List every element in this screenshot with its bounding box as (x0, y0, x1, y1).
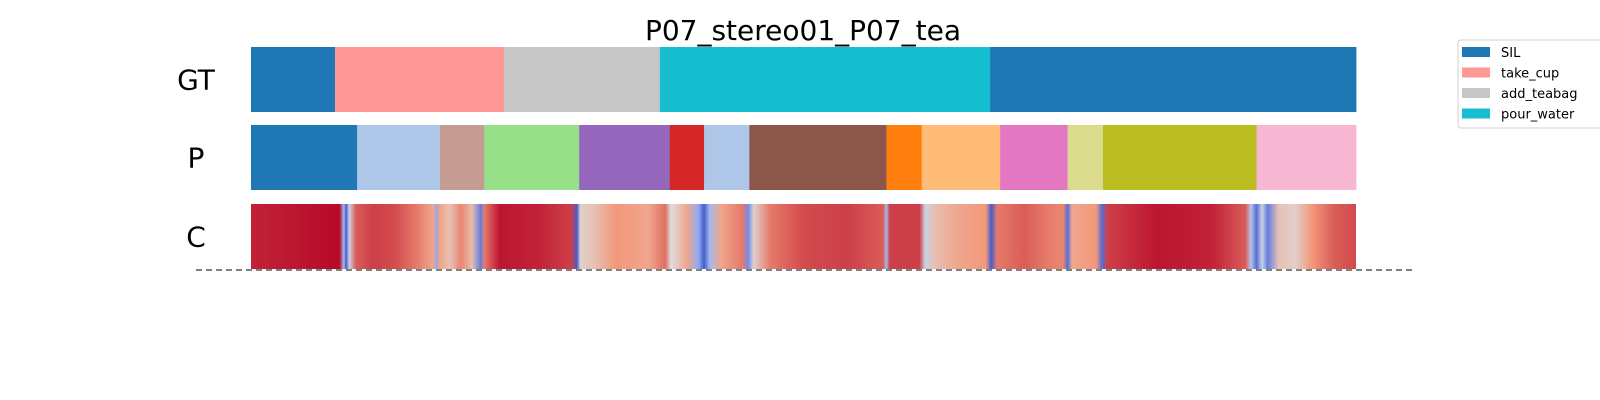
segment-p (749, 125, 887, 190)
row-c: C (186, 204, 1356, 269)
legend-swatch (1462, 67, 1490, 78)
legend-label: take_cup (1501, 67, 1559, 82)
confidence-heatmap (251, 204, 1356, 269)
row-label-gt: GT (177, 64, 216, 97)
segment-p (1067, 125, 1104, 190)
legend-label: SIL (1501, 46, 1521, 61)
segment-p (1000, 125, 1068, 190)
legend-swatch (1462, 47, 1490, 57)
segment-p (921, 125, 1001, 190)
segment-p (1102, 125, 1257, 190)
segment-p (251, 125, 358, 190)
chart-title: P07_stereo01_P07_tea (645, 14, 961, 47)
segment-p (1256, 125, 1357, 190)
row-label-c: C (186, 221, 206, 254)
segment-gt (990, 47, 1357, 112)
segment-gt (504, 47, 661, 112)
legend-swatch (1462, 108, 1490, 119)
segment-p (704, 125, 750, 190)
segment-gt (334, 47, 505, 112)
row-label-p: P (188, 142, 205, 175)
segment-gt (659, 47, 991, 112)
legend-label: pour_water (1501, 108, 1575, 123)
row-p: P (188, 125, 1357, 190)
legend-frame (1457, 39, 1600, 129)
timeline-rows: GT P C (177, 47, 1357, 269)
segment-p (886, 125, 923, 190)
legend-swatch (1462, 88, 1490, 98)
segment-p (439, 125, 485, 190)
row-gt: GT (177, 47, 1357, 112)
segment-gt (251, 47, 336, 112)
legend-label: add_teabag (1501, 87, 1578, 102)
legend: SIL take_cup add_teabag pour_water (1457, 39, 1600, 129)
segment-p (357, 125, 441, 190)
segment-p (484, 125, 580, 190)
segment-p (579, 125, 671, 190)
segment-p (669, 125, 705, 190)
